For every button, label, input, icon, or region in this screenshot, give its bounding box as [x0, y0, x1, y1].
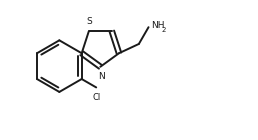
Text: S: S	[86, 17, 92, 26]
Text: 2: 2	[162, 27, 166, 33]
Text: N: N	[98, 73, 105, 81]
Text: NH: NH	[151, 21, 165, 30]
Text: Cl: Cl	[92, 93, 100, 102]
